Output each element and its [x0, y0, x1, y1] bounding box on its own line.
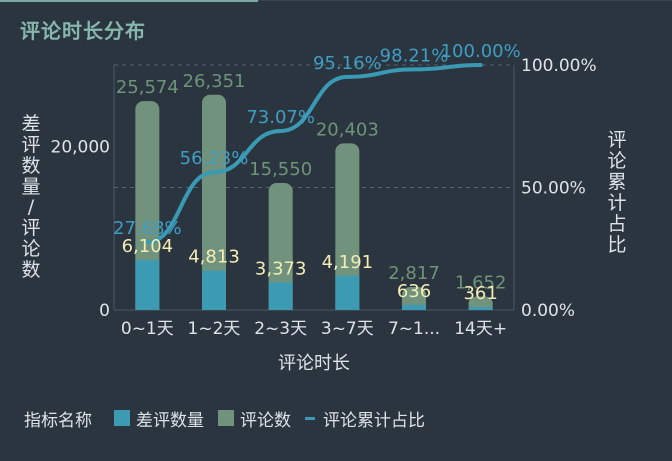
data-label-reviews: 1,652 — [455, 273, 507, 294]
chart-legend: 指标名称 差评数量 评论数 评论累计占比 — [24, 404, 439, 432]
bar-reviews-base — [468, 302, 493, 310]
legend-label-reviews: 评论数 — [240, 410, 291, 431]
x-tick-label: 3~7天 — [321, 319, 374, 339]
panel-accent-bar — [0, 0, 258, 2]
y-right-tick-label: 50.00% — [521, 179, 586, 199]
x-tick-label: 2~3天 — [254, 319, 307, 339]
bar-bad-reviews — [335, 275, 360, 310]
legend-swatch-reviews — [218, 410, 234, 426]
data-label-bad-reviews: 4,191 — [322, 252, 374, 273]
data-label-bad-reviews: 361 — [463, 283, 497, 304]
x-tick-label: 1~2天 — [188, 319, 241, 339]
y-right-tick-label: 0.00% — [521, 301, 575, 321]
data-label-cumulative: 98.21% — [380, 45, 449, 66]
data-label-cumulative: 27.68% — [113, 218, 182, 239]
bar-bad-reviews — [402, 304, 426, 310]
x-tick-label: 0~1天 — [121, 319, 174, 339]
legend-label-bad-reviews: 差评数量 — [136, 410, 204, 431]
legend-item-reviews[interactable]: 评论数 — [218, 406, 291, 431]
y-right-tick-label: 100.00% — [521, 56, 597, 76]
bar-reviews — [335, 143, 360, 310]
chart-title: 评论时长分布 — [20, 19, 146, 43]
bar-bad-reviews — [268, 282, 293, 310]
data-label-reviews: 2,817 — [388, 263, 440, 284]
legend-label-cumulative: 评论累计占比 — [323, 410, 425, 431]
chart-plot: 0 20,000 0.00% 50.00% 100.00% 0~1天 1~2天 2~3天 3~7… — [21, 41, 626, 374]
x-axis-title: 评论时长 — [278, 353, 350, 374]
legend-item-bad-reviews[interactable]: 差评数量 — [114, 406, 204, 431]
x-tick-label: 14天+ — [454, 319, 507, 339]
data-label-bad-reviews: 4,813 — [188, 247, 240, 268]
legend-item-cumulative[interactable]: 评论累计占比 — [305, 406, 425, 431]
data-label-reviews: 20,403 — [316, 119, 379, 140]
panel-top-rule — [258, 0, 672, 1]
bar-reviews — [202, 94, 226, 310]
data-label-cumulative: 56.23% — [180, 148, 249, 169]
y-axis-right-title: 评论累计占比 — [607, 129, 626, 256]
data-label-cumulative: 100.00% — [441, 41, 521, 62]
legend-title: 指标名称 — [24, 410, 92, 431]
data-label-bad-reviews: 6,104 — [122, 236, 174, 257]
data-label-bad-reviews: 636 — [397, 281, 431, 302]
data-label-reviews: 15,550 — [249, 159, 312, 180]
y-left-tick-label: 0 — [99, 301, 110, 321]
bar-bad-reviews — [468, 307, 493, 310]
data-label-cumulative: 73.07% — [246, 107, 315, 128]
data-label-bad-reviews: 3,373 — [255, 258, 307, 279]
bar-bad-reviews — [202, 270, 226, 310]
bar-reviews — [268, 183, 293, 310]
legend-swatch-bad-reviews — [114, 410, 130, 426]
data-label-cumulative: 95.16% — [313, 53, 382, 74]
x-tick-label: 7~1... — [388, 319, 440, 339]
data-label-reviews: 25,574 — [116, 77, 179, 98]
bar-reviews — [135, 101, 160, 311]
legend-swatch-cumulative — [305, 416, 315, 420]
data-label-reviews: 26,351 — [183, 71, 246, 92]
bar-bad-reviews — [135, 260, 160, 310]
y-left-tick-label: 20,000 — [51, 138, 110, 158]
y-axis-left-title: 差评数量/评论数 — [21, 113, 40, 281]
line-cumulative — [145, 63, 483, 245]
